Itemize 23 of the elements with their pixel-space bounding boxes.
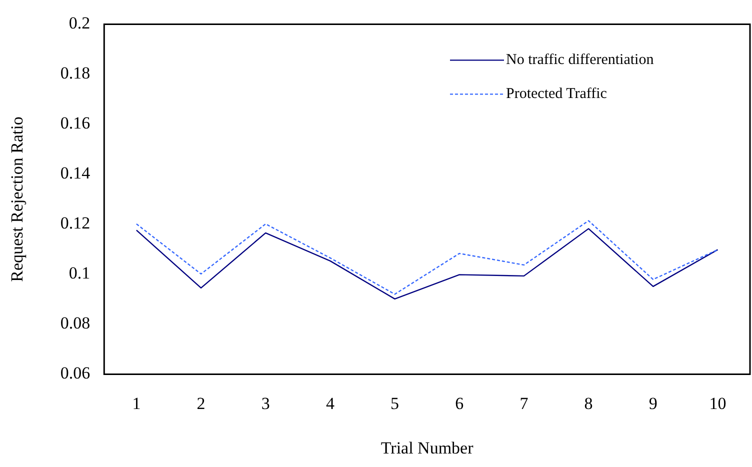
x-tick-label: 7	[520, 394, 529, 413]
y-tick-label: 0.12	[60, 214, 90, 233]
x-tick-label: 2	[196, 394, 206, 413]
x-tick-label: 10	[709, 394, 726, 413]
x-tick-label: 6	[455, 394, 464, 413]
y-tick-label: 0.18	[60, 64, 90, 83]
y-tick-label: 0.14	[60, 164, 91, 183]
y-tick-label: 0.06	[60, 364, 90, 383]
y-tick-label: 0.2	[68, 14, 90, 33]
line-series	[136, 220, 718, 295]
x-axis-title: Trial Number	[380, 438, 474, 458]
y-axis-title: Request Rejection Ratio	[8, 116, 27, 282]
x-tick-label: 5	[390, 394, 400, 413]
x-tick-label: 4	[326, 394, 335, 413]
x-tick-label: 3	[261, 394, 270, 413]
x-tick-label: 8	[584, 394, 593, 413]
legend-label: No traffic differentiation	[506, 52, 654, 68]
x-tick-label: 9	[648, 394, 658, 413]
legend-label: Protected Traffic	[506, 86, 608, 102]
y-tick-label: 0.16	[60, 114, 90, 133]
x-tick-label: 1	[132, 394, 141, 413]
y-tick-label: 0.08	[60, 314, 90, 333]
y-tick-label: 0.1	[68, 264, 90, 283]
